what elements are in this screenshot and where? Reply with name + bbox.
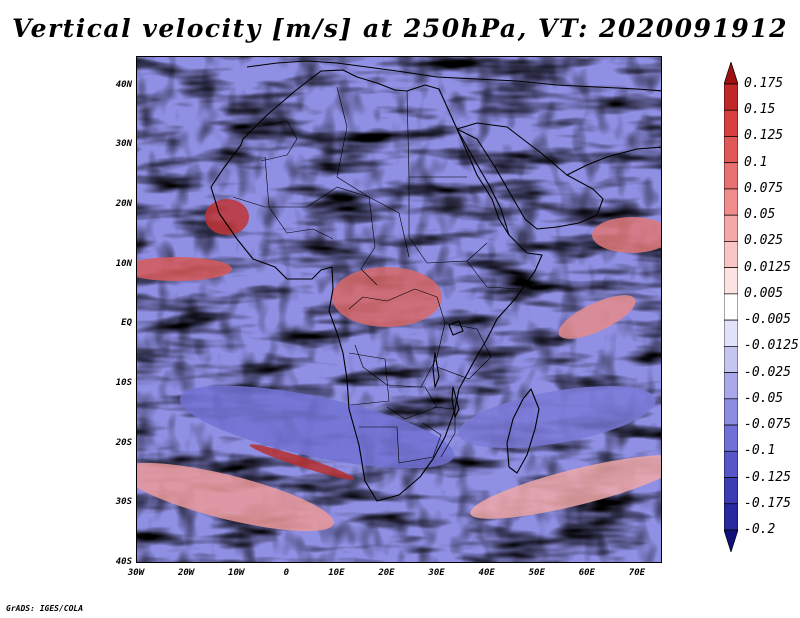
border-libya-egypt <box>406 90 410 178</box>
colorbar-level-label: 0.1 <box>744 154 768 170</box>
lon-label-40e: 40E <box>478 568 495 578</box>
border-angola <box>348 352 390 406</box>
lon-label-10w: 10W <box>228 568 245 578</box>
border-sahel <box>232 186 410 258</box>
colorbar-bin-16 <box>724 477 738 505</box>
lat-label-10s: 10S <box>115 378 132 389</box>
lon-label-10e: 10E <box>328 568 345 578</box>
europe-coastline <box>246 60 661 92</box>
country-borders <box>232 86 522 464</box>
lat-label-40n: 40N <box>115 79 132 90</box>
lon-label-20w: 20W <box>177 568 195 578</box>
anomaly-negative-indian <box>458 386 656 448</box>
lat-label-20s: 20S <box>115 437 132 448</box>
border-mozambique <box>432 406 456 458</box>
border-ethiopia <box>466 260 522 290</box>
border-southern <box>359 422 442 464</box>
anomaly-south-atlantic-streak <box>249 444 355 480</box>
colorbar-level-label: -0.2 <box>744 522 776 537</box>
anomaly-south-atlantic-band <box>137 462 334 532</box>
chart-title: Vertical velocity [m/s] at 250hPa, VT: 2… <box>11 14 788 43</box>
colorbar <box>724 62 738 552</box>
colorbar-bin-0 <box>724 62 738 85</box>
colorbar-level-label: 0.0125 <box>744 259 791 275</box>
colorbar-level-label: -0.1 <box>744 443 776 459</box>
colorbar-level-label: 0.005 <box>744 285 784 301</box>
anomaly-west-africa <box>205 199 249 235</box>
colorbar-bin-4 <box>724 162 738 190</box>
lat-label-20n: 20N <box>115 199 132 210</box>
map-plot-area <box>136 56 662 563</box>
colorbar-bin-15 <box>724 450 738 478</box>
colorbar-level-label: -0.05 <box>744 390 784 406</box>
colorbar-level-label: -0.125 <box>744 469 791 485</box>
border-mali-niger <box>264 156 334 240</box>
persian-gulf-coastline <box>566 146 661 176</box>
red-sea-east-coastline <box>456 128 510 236</box>
lon-label-30w: 30W <box>127 568 145 578</box>
lat-label-30n: 30N <box>115 139 132 150</box>
lat-label-10n: 10N <box>115 258 132 269</box>
colorbar-bin-10 <box>724 319 738 347</box>
field-highlights <box>137 199 661 532</box>
colorbar-bin-8 <box>724 267 738 295</box>
border-chad <box>360 196 378 286</box>
colorbar-bin-2 <box>724 109 738 137</box>
colorbar-level-label: 0.025 <box>744 233 784 249</box>
colorbar-level-label: -0.075 <box>744 417 791 433</box>
colorbar-level-label: -0.005 <box>744 312 791 328</box>
colorbar-level-label: -0.175 <box>744 495 791 511</box>
lon-label-30e: 30E <box>428 568 445 578</box>
lat-label-30s: 30S <box>115 497 132 508</box>
colorbar-bin-18 <box>724 529 738 552</box>
lat-label-eq: EQ <box>121 318 132 329</box>
lat-label-40s: 40S <box>115 557 132 567</box>
colorbar-bin-12 <box>724 372 738 400</box>
map-svg <box>137 57 661 562</box>
lon-label-50e: 50E <box>528 568 545 578</box>
lon-label-60e: 60E <box>578 568 595 578</box>
border-zambia <box>386 386 438 420</box>
colorbar-bin-1 <box>724 83 738 111</box>
colorbar-level-label: 0.05 <box>744 207 776 223</box>
colorbar-level-label: 0.125 <box>744 128 784 144</box>
colorbar-bin-17 <box>724 503 738 531</box>
border-morocco-algeria <box>256 120 298 162</box>
anomaly-indian-ocean <box>558 295 636 339</box>
lake-victoria <box>448 320 464 336</box>
colorbar-level-label: -0.0125 <box>744 338 799 354</box>
lon-label-0: 0 <box>283 568 289 578</box>
colorbar-bin-6 <box>724 214 738 242</box>
anomaly-negative-band <box>179 385 455 469</box>
lon-label-20e: 20E <box>378 568 395 578</box>
anomaly-south-indian-band <box>470 455 661 519</box>
colorbar-bin-13 <box>724 398 738 426</box>
lon-label-70e: 70E <box>628 568 646 578</box>
border-algeria-libya <box>336 86 370 198</box>
colorbar-bin-9 <box>724 293 738 321</box>
colorbar-level-label: 0.175 <box>744 76 784 91</box>
coastlines <box>210 60 661 502</box>
anomaly-atlantic-10n <box>137 257 232 281</box>
colorbar-level-label: 0.15 <box>744 102 776 118</box>
anomaly-central-africa <box>332 267 442 327</box>
arabia-coastline <box>456 122 604 230</box>
colorbar-bin-11 <box>724 346 738 373</box>
colorbar-level-label: -0.025 <box>744 364 791 380</box>
colorbar-bin-7 <box>724 241 738 268</box>
colorbar-bin-14 <box>724 424 738 452</box>
anomaly-arabian-sea <box>592 217 661 253</box>
border-tanzania <box>436 322 492 380</box>
grads-credit: GrADS: IGES/COLA <box>6 604 84 613</box>
colorbar-bin-5 <box>724 188 738 216</box>
border-sudan <box>408 177 488 264</box>
colorbar-level-label: 0.075 <box>744 180 784 196</box>
madagascar-coastline <box>506 388 540 474</box>
colorbar-bin-3 <box>724 136 738 164</box>
africa-coastline <box>210 69 543 502</box>
